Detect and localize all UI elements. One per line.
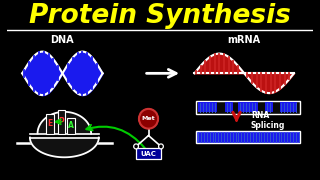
Text: mRNA: mRNA [228, 35, 261, 45]
Text: A: A [68, 121, 74, 130]
Bar [196, 131, 300, 143]
Text: Protein Synthesis: Protein Synthesis [29, 3, 291, 29]
Bar [46, 114, 54, 134]
Bar [280, 102, 297, 112]
Bar [136, 148, 161, 159]
Text: RNA
Splicing: RNA Splicing [251, 111, 285, 130]
Bar [67, 118, 75, 134]
Bar [58, 110, 65, 134]
Text: E: E [47, 119, 52, 128]
Bar [225, 102, 233, 112]
Polygon shape [30, 138, 99, 157]
Polygon shape [37, 112, 91, 134]
Bar [265, 102, 273, 112]
Text: P: P [59, 117, 64, 126]
Text: DNA: DNA [51, 35, 74, 45]
Bar [198, 102, 217, 112]
Circle shape [134, 144, 139, 149]
Text: Met: Met [142, 116, 155, 121]
Circle shape [159, 144, 163, 149]
Bar [196, 101, 300, 114]
Text: UAC: UAC [140, 151, 156, 157]
Circle shape [139, 109, 158, 129]
FancyArrowPatch shape [86, 125, 145, 148]
Bar [238, 102, 258, 112]
